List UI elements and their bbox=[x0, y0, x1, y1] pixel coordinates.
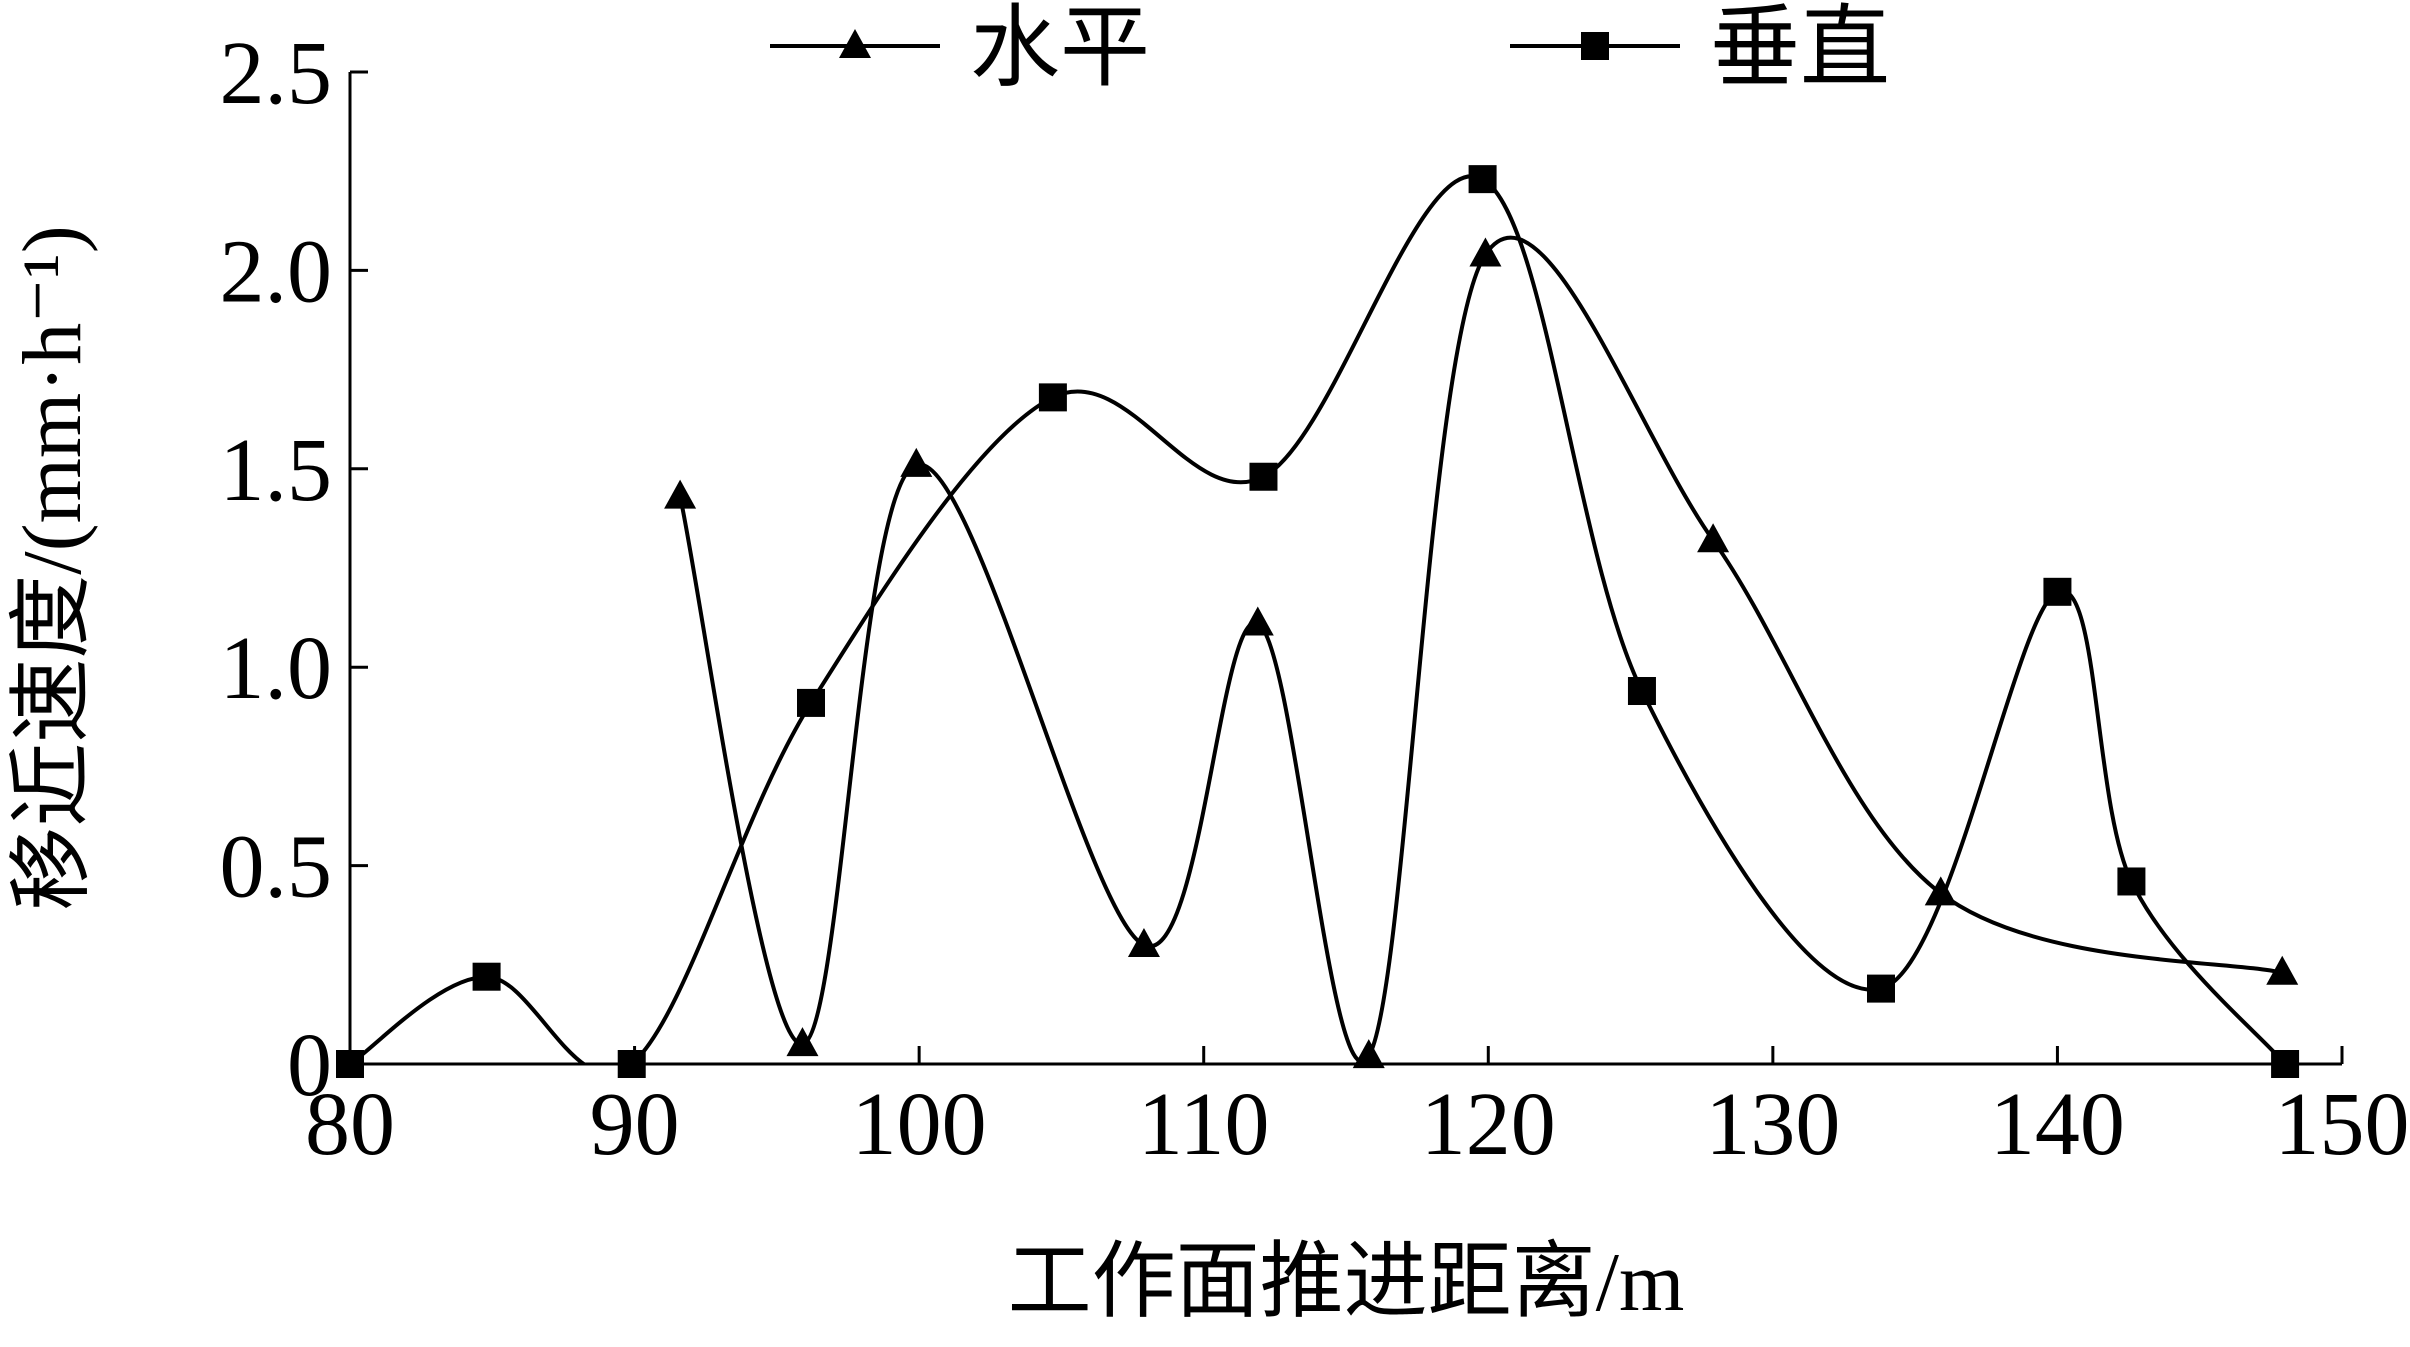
marker bbox=[797, 688, 826, 717]
marker bbox=[1468, 165, 1497, 194]
marker bbox=[1127, 927, 1160, 957]
x-tick-label: 150 bbox=[2275, 1075, 2410, 1174]
marker bbox=[2271, 1050, 2300, 1078]
marker bbox=[1469, 237, 1502, 267]
marker bbox=[617, 1050, 646, 1078]
marker bbox=[900, 447, 933, 477]
x-tick-label: 100 bbox=[852, 1075, 987, 1174]
x-tick-label: 110 bbox=[1138, 1075, 1270, 1174]
y-tick-label: 1.5 bbox=[220, 421, 333, 520]
marker bbox=[1581, 32, 1609, 60]
x-tick-label: 140 bbox=[1990, 1075, 2125, 1174]
marker bbox=[1627, 677, 1656, 706]
y-axis-label: 移近速度/(mm·h⁻¹) bbox=[6, 225, 99, 910]
legend-label: 垂直 bbox=[1710, 0, 1890, 98]
y-tick-label: 0 bbox=[287, 1016, 332, 1115]
y-tick-label: 0.5 bbox=[220, 818, 333, 917]
marker bbox=[2266, 955, 2299, 985]
marker bbox=[1924, 876, 1957, 906]
marker bbox=[1697, 523, 1730, 553]
x-tick-label: 80 bbox=[305, 1075, 395, 1174]
marker bbox=[336, 1050, 364, 1078]
marker bbox=[664, 479, 697, 509]
marker bbox=[1038, 383, 1067, 412]
x-tick-label: 130 bbox=[1705, 1075, 1840, 1174]
x-tick-label: 90 bbox=[590, 1075, 680, 1174]
marker bbox=[1352, 1039, 1385, 1069]
x-axis-label: 工作面推进距离/m bbox=[1008, 1236, 1685, 1329]
marker bbox=[786, 1027, 819, 1057]
series-line bbox=[678, 235, 2283, 1064]
marker bbox=[1249, 462, 1278, 491]
plot-area bbox=[350, 174, 2287, 1064]
y-tick-label: 2.5 bbox=[220, 24, 333, 123]
marker bbox=[2117, 867, 2146, 896]
marker bbox=[2043, 577, 2072, 606]
x-tick-label: 120 bbox=[1421, 1075, 1556, 1174]
marker bbox=[839, 29, 871, 58]
marker bbox=[1241, 606, 1274, 636]
marker bbox=[472, 962, 501, 991]
y-tick-label: 1.0 bbox=[220, 619, 333, 718]
series-line bbox=[350, 174, 2287, 1064]
marker bbox=[1866, 974, 1895, 1003]
y-tick-label: 2.0 bbox=[220, 222, 333, 321]
legend-label: 水平 bbox=[970, 0, 1150, 98]
